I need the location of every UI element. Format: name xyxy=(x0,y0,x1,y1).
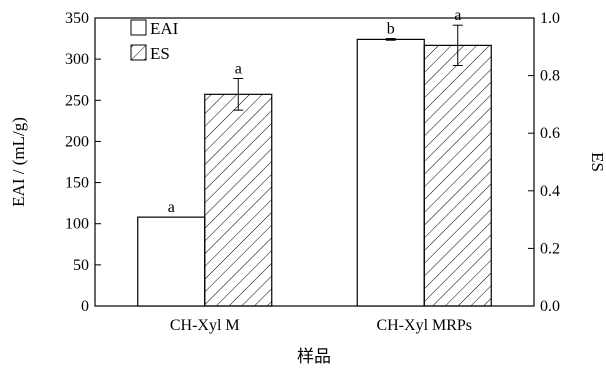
y2-tick-label: 1.0 xyxy=(540,10,560,27)
y2-tick-label: 0.0 xyxy=(540,298,560,315)
y-tick-label: 300 xyxy=(65,51,89,68)
y-tick-label: 350 xyxy=(65,10,89,27)
x-tick-label: CH-Xyl M xyxy=(170,317,240,334)
bar-eai xyxy=(356,38,425,307)
y-tick-label: 100 xyxy=(65,216,89,233)
legend: EAI ES xyxy=(130,19,179,63)
legend-label-eai: EAI xyxy=(150,19,179,38)
y-axis-title: EAI / (mL/g) xyxy=(9,117,28,207)
significance-label: a xyxy=(168,199,175,216)
left-axis: 0 50 100 150 200 250 300 350 xyxy=(65,10,101,315)
significance-label: b xyxy=(387,21,395,38)
y2-tick-label: 0.2 xyxy=(540,240,560,257)
x-axis-title: 样品 xyxy=(297,347,331,366)
y2-tick-label: 0.8 xyxy=(540,68,560,85)
legend-label-es: ES xyxy=(150,44,170,63)
bar-es xyxy=(204,93,273,307)
x-tick-label: CH-Xyl MRPs xyxy=(376,317,472,334)
legend-swatch-eai xyxy=(130,19,147,36)
y-tick-label: 0 xyxy=(81,298,89,315)
plot-frame xyxy=(94,17,535,307)
y2-tick-label: 0.6 xyxy=(540,125,560,142)
bar-eai xyxy=(137,216,206,307)
bars-layer: a a b a xyxy=(137,7,492,307)
bar-es xyxy=(423,44,492,307)
significance-label: a xyxy=(454,7,461,24)
y-tick-label: 150 xyxy=(65,175,89,192)
y2-axis-title: ES xyxy=(588,152,606,172)
y2-tick-label: 0.4 xyxy=(540,183,560,200)
legend-swatch-es xyxy=(130,44,147,61)
y-tick-label: 200 xyxy=(65,133,89,150)
x-axis: CH-Xyl M CH-Xyl MRPs xyxy=(170,317,472,334)
significance-label: a xyxy=(235,60,242,77)
right-axis: 0.0 0.2 0.4 0.6 0.8 1.0 xyxy=(528,10,560,315)
y-tick-label: 50 xyxy=(73,257,89,274)
y-tick-label: 250 xyxy=(65,92,89,109)
